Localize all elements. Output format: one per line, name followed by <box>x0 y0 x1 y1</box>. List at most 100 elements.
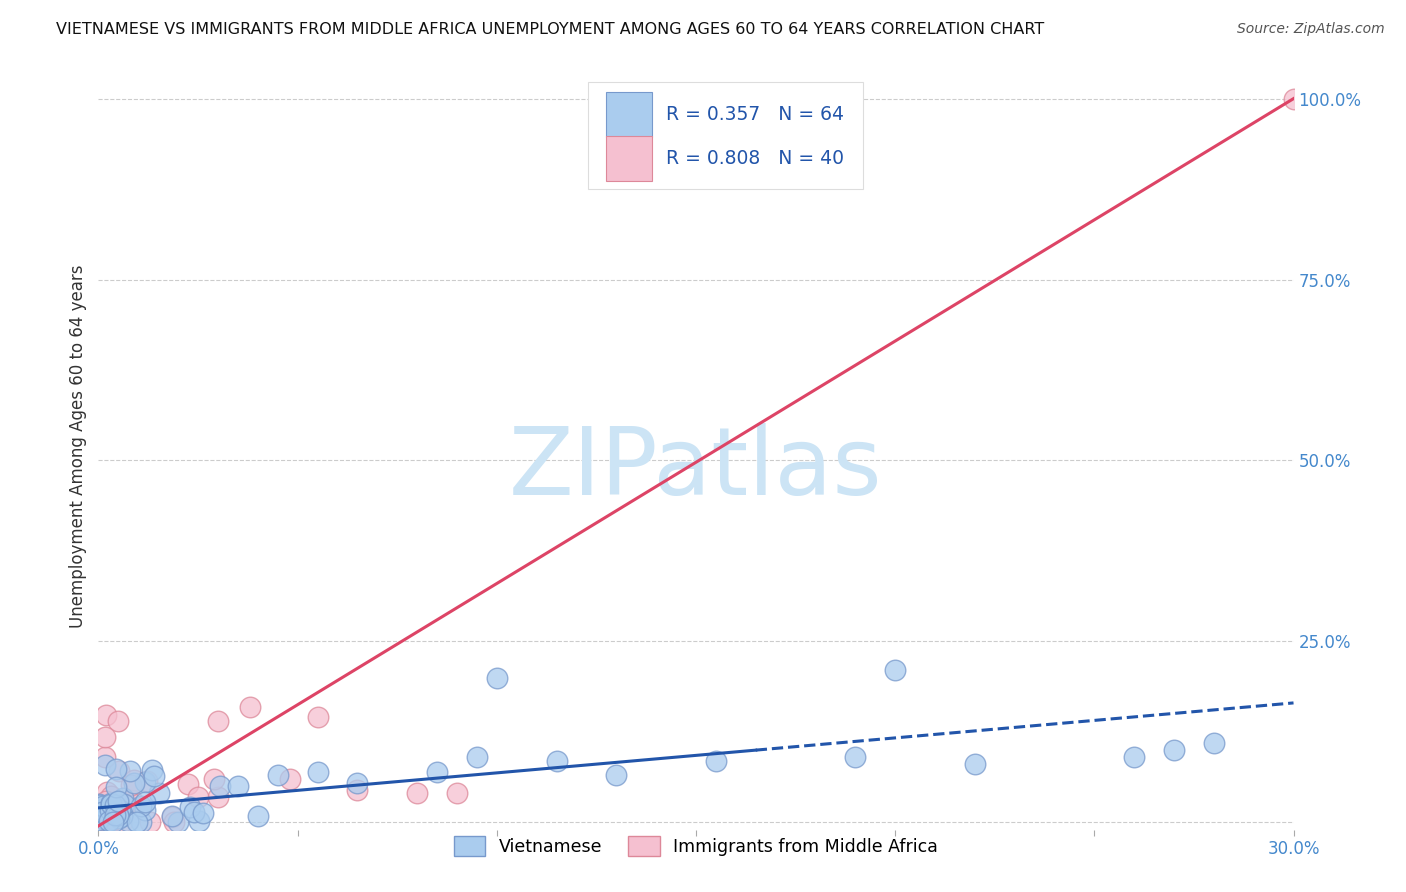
Point <box>93 758 115 772</box>
Point <box>90 807 112 822</box>
Point <box>278 772 301 786</box>
Point <box>89 811 111 825</box>
Point <box>187 814 209 829</box>
Point <box>111 814 134 829</box>
Point <box>139 815 162 830</box>
Point <box>183 805 205 819</box>
Point <box>187 789 209 804</box>
Text: VIETNAMESE VS IMMIGRANTS FROM MIDDLE AFRICA UNEMPLOYMENT AMONG AGES 60 TO 64 YEA: VIETNAMESE VS IMMIGRANTS FROM MIDDLE AFR… <box>56 22 1045 37</box>
Point <box>87 798 110 813</box>
Point <box>160 809 183 823</box>
Point <box>111 791 134 805</box>
Point <box>141 763 163 777</box>
Point <box>446 786 468 800</box>
Point <box>98 814 121 828</box>
Y-axis label: Unemployment Among Ages 60 to 64 years: Unemployment Among Ages 60 to 64 years <box>69 264 87 628</box>
Legend: Vietnamese, Immigrants from Middle Africa: Vietnamese, Immigrants from Middle Afric… <box>447 830 945 863</box>
Point <box>112 797 135 811</box>
Point <box>167 814 190 829</box>
Point <box>108 803 131 817</box>
Point <box>91 805 114 819</box>
Point <box>207 714 229 728</box>
Point <box>177 777 200 791</box>
Point <box>239 699 262 714</box>
Point <box>134 795 156 809</box>
Point <box>94 731 117 745</box>
Point <box>134 803 156 817</box>
Text: Source: ZipAtlas.com: Source: ZipAtlas.com <box>1237 22 1385 37</box>
Point <box>704 754 727 768</box>
Point <box>131 814 153 829</box>
Point <box>107 714 129 729</box>
Point <box>97 813 120 827</box>
Point <box>148 786 170 800</box>
Point <box>107 794 129 808</box>
Point <box>91 802 114 816</box>
Point <box>118 795 141 809</box>
Point <box>100 797 122 811</box>
Point <box>179 800 201 814</box>
Point <box>91 798 114 813</box>
Point <box>100 814 122 829</box>
Point <box>107 808 129 822</box>
Point <box>884 664 907 678</box>
Point <box>118 764 141 778</box>
Point <box>246 809 269 823</box>
Point <box>104 797 127 812</box>
Point <box>1123 750 1146 764</box>
Point <box>163 815 186 830</box>
Point <box>546 754 568 768</box>
Point <box>122 775 145 789</box>
Point <box>97 814 120 828</box>
Point <box>346 782 368 797</box>
Point <box>93 804 115 818</box>
Point <box>108 764 131 778</box>
Point <box>100 802 122 816</box>
Text: ZIPatlas: ZIPatlas <box>509 423 883 515</box>
Point <box>844 750 866 764</box>
Point <box>117 814 139 829</box>
Point <box>120 778 142 792</box>
Point <box>114 797 136 811</box>
Point <box>121 793 143 807</box>
Point <box>207 790 229 805</box>
Point <box>134 774 156 789</box>
Point <box>100 789 122 804</box>
Point <box>122 772 145 787</box>
Point <box>98 799 121 814</box>
Point <box>426 764 449 779</box>
Point <box>93 808 115 822</box>
Point <box>465 750 488 764</box>
Point <box>307 764 329 779</box>
Point <box>202 772 225 787</box>
Point <box>267 768 290 782</box>
Point <box>101 813 124 827</box>
Point <box>98 805 121 820</box>
FancyBboxPatch shape <box>606 93 652 136</box>
Point <box>125 814 148 829</box>
Text: R = 0.357   N = 64: R = 0.357 N = 64 <box>666 105 844 124</box>
Text: R = 0.808   N = 40: R = 0.808 N = 40 <box>666 149 844 168</box>
Point <box>143 769 166 783</box>
Point <box>98 798 121 813</box>
Point <box>1202 736 1225 750</box>
Point <box>87 813 110 827</box>
Point <box>1282 92 1305 106</box>
Point <box>104 762 127 776</box>
Point <box>135 774 157 789</box>
Point <box>96 814 118 829</box>
Point <box>406 786 429 800</box>
Point <box>103 815 125 830</box>
Point <box>94 794 117 808</box>
Point <box>105 780 128 794</box>
Point <box>93 750 115 764</box>
Point <box>129 799 152 814</box>
Point <box>160 809 183 823</box>
Point <box>191 805 214 820</box>
Point <box>485 671 508 685</box>
Point <box>346 775 368 789</box>
Point <box>307 710 329 724</box>
Point <box>94 707 117 722</box>
FancyBboxPatch shape <box>606 136 652 180</box>
Point <box>87 797 110 811</box>
